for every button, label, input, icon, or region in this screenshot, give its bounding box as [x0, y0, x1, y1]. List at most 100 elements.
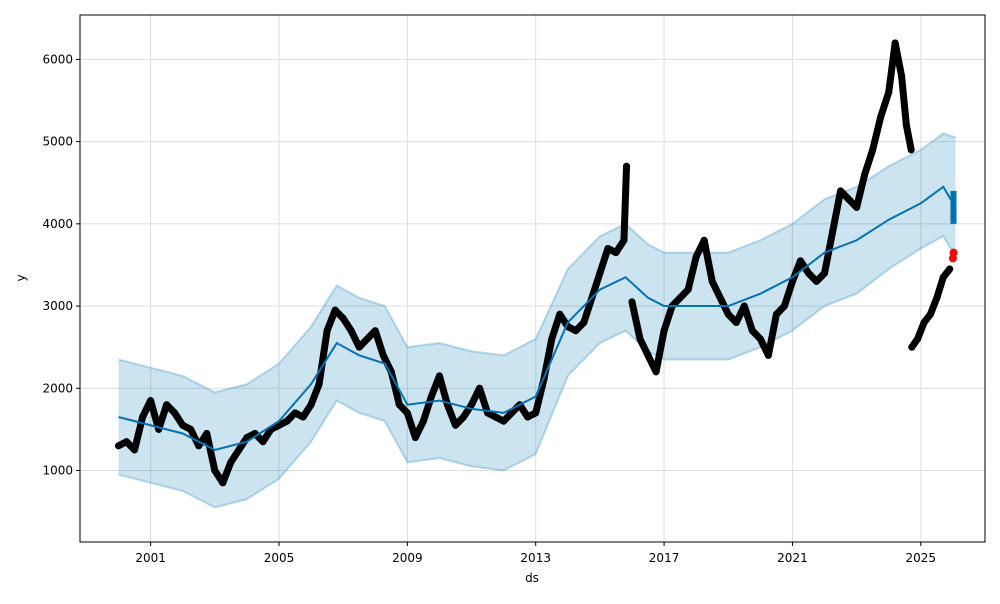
observed-point [451, 421, 459, 429]
observed-point [660, 327, 668, 335]
x-axis-ticks: 2001 2005 2009 2013 2017 2021 2025 [135, 542, 936, 565]
upper-bound-line [118, 132, 956, 394]
observed-point [684, 286, 692, 294]
observed-point [636, 335, 644, 343]
observed-point [123, 438, 131, 446]
observed-point [347, 327, 355, 335]
observed-point [219, 479, 227, 487]
observed-point [756, 335, 764, 343]
observed-point [235, 446, 243, 454]
observed-point [556, 310, 564, 318]
y-tick-label: 5000 [42, 135, 73, 149]
observed-point [291, 409, 299, 417]
observed-point [500, 417, 508, 425]
plot-frame [79, 14, 986, 543]
observed-point [315, 380, 323, 388]
observed-point [692, 253, 700, 261]
observed-point [476, 384, 484, 392]
observed-point [524, 413, 532, 421]
observed-point [628, 298, 636, 306]
observed-point [275, 421, 283, 429]
observed-point [902, 121, 910, 129]
forecast-tail [950, 190, 957, 224]
observed-point [877, 113, 885, 121]
observed-point [780, 302, 788, 310]
observed-point [468, 401, 476, 409]
y-axis-label: y [14, 274, 28, 281]
observed-point [716, 294, 724, 302]
observed-point [259, 438, 267, 446]
x-tick-label: 2013 [520, 551, 551, 565]
x-tick-label: 2017 [649, 551, 680, 565]
observed-point [748, 327, 756, 335]
observed-point [211, 466, 219, 474]
observed-point [764, 351, 772, 359]
observed-point [492, 413, 500, 421]
observed-point [939, 273, 947, 281]
observed-point [908, 343, 916, 351]
observed-point [933, 294, 941, 302]
observed-point [299, 413, 307, 421]
observed-point [419, 417, 427, 425]
observed-point [339, 314, 347, 322]
observed-point [604, 244, 612, 252]
observed-point [395, 401, 403, 409]
observed-point [331, 306, 339, 314]
observed-point [307, 401, 315, 409]
observed-point [804, 269, 812, 277]
observed-point [379, 351, 387, 359]
observed-point [796, 257, 804, 265]
observed-point [548, 335, 556, 343]
observed-point [914, 335, 922, 343]
x-tick-label: 2025 [906, 551, 937, 565]
x-tick-label: 2009 [392, 551, 423, 565]
observed-point [926, 310, 934, 318]
y-tick-label: 6000 [42, 52, 73, 66]
observed-point [179, 421, 187, 429]
observed-point [508, 409, 516, 417]
x-axis-label: ds [525, 571, 539, 585]
observed-point [411, 434, 419, 442]
observed-point [898, 72, 906, 80]
observed-point [788, 277, 796, 285]
y-axis-ticks: 1000 2000 3000 4000 5000 6000 [42, 52, 80, 477]
observed-point [869, 146, 877, 154]
interval-area [118, 133, 956, 508]
observed-point [829, 228, 837, 236]
observed-point [403, 409, 411, 417]
observed-point [580, 318, 588, 326]
y-tick-label: 1000 [42, 463, 73, 477]
observed-point [724, 310, 732, 318]
observed-point [427, 392, 435, 400]
observed-point [708, 277, 716, 285]
observed-point [652, 368, 660, 376]
observed-points [115, 39, 958, 487]
observed-point [435, 372, 443, 380]
observed-point [813, 277, 821, 285]
forecast-line-group [118, 185, 957, 451]
y-tick-label: 2000 [42, 381, 73, 395]
observed-point [139, 413, 147, 421]
x-tick-label: 2001 [135, 551, 166, 565]
observed-point [371, 327, 379, 335]
observed-point [163, 401, 171, 409]
x-tick-label: 2005 [264, 551, 295, 565]
x-tick-label: 2021 [777, 551, 808, 565]
observed-point [187, 425, 195, 433]
observed-point [115, 442, 123, 450]
observed-point [837, 187, 845, 195]
observed-point [355, 343, 363, 351]
observed-point [821, 269, 829, 277]
observed-point [772, 310, 780, 318]
observed-point [644, 351, 652, 359]
highlighted-point [949, 248, 958, 257]
observed-point [243, 434, 251, 442]
observed-point [460, 413, 468, 421]
observed-point [885, 88, 893, 96]
observed-point [171, 409, 179, 417]
observed-point [612, 249, 620, 257]
observed-point [147, 397, 155, 405]
observed-point [323, 327, 331, 335]
uncertainty-band [118, 132, 957, 509]
